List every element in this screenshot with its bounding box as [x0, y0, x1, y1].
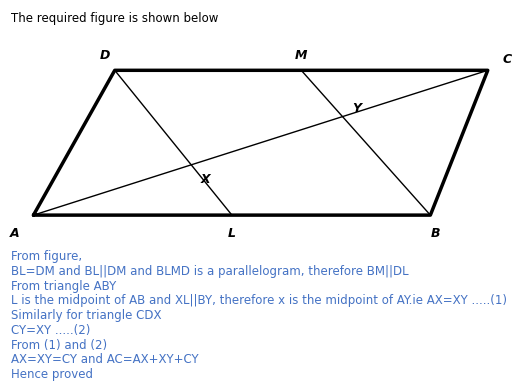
Text: The required figure is shown below: The required figure is shown below — [11, 12, 218, 25]
Text: AX=XY=CY and AC=AX+XY+CY: AX=XY=CY and AC=AX+XY+CY — [11, 353, 198, 367]
Text: Hence proved: Hence proved — [11, 368, 93, 381]
Text: L: L — [228, 227, 236, 240]
Text: D: D — [100, 50, 110, 62]
Text: From (1) and (2): From (1) and (2) — [11, 339, 107, 352]
Text: BL=DM and BL||DM and BLMD is a parallelogram, therefore BM||DL: BL=DM and BL||DM and BLMD is a parallelo… — [11, 265, 408, 278]
Text: CY=XY .....(2): CY=XY .....(2) — [11, 324, 90, 337]
Text: From triangle ABY: From triangle ABY — [11, 280, 116, 293]
Text: From figure,: From figure, — [11, 250, 82, 263]
Text: M: M — [295, 50, 308, 62]
Text: Y: Y — [352, 102, 361, 114]
Text: Similarly for triangle CDX: Similarly for triangle CDX — [11, 309, 161, 322]
Text: A: A — [9, 227, 19, 240]
Text: C: C — [502, 54, 511, 66]
Text: L is the midpoint of AB and XL||BY, therefore x is the midpoint of AY.ie AX=XY .: L is the midpoint of AB and XL||BY, ther… — [11, 294, 507, 308]
Text: B: B — [430, 227, 440, 240]
Text: X: X — [201, 173, 210, 186]
